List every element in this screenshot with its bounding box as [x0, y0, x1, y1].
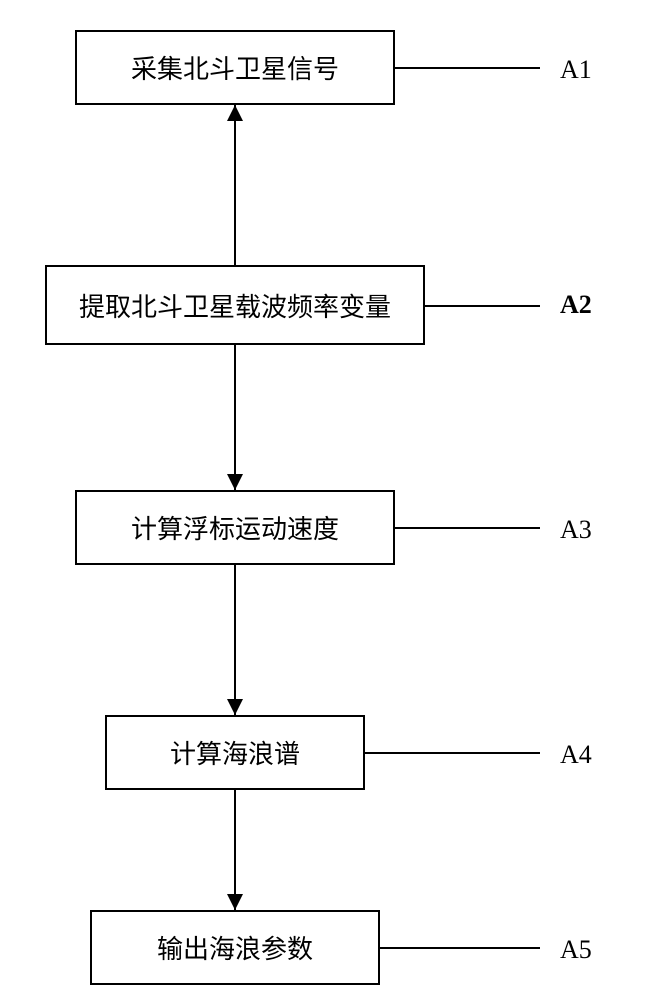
node-tag: A4: [560, 740, 592, 770]
node-A5: 输出海浪参数: [90, 910, 380, 985]
node-A1: 采集北斗卫星信号: [75, 30, 395, 105]
leader-line: [425, 305, 540, 307]
node-label: 采集北斗卫星信号: [131, 49, 339, 86]
node-label: 计算浮标运动速度: [131, 509, 339, 546]
node-tag: A5: [560, 935, 592, 965]
node-tag: A2: [560, 290, 592, 320]
node-label: 输出海浪参数: [157, 929, 313, 966]
node-label: 计算海浪谱: [170, 734, 300, 771]
leader-line: [365, 752, 540, 754]
leader-line: [380, 947, 540, 949]
edge-line: [234, 105, 236, 265]
leader-line: [395, 527, 540, 529]
arrowhead-icon: [227, 894, 243, 910]
arrowhead-icon: [227, 474, 243, 490]
edge-line: [234, 565, 236, 715]
node-A2: 提取北斗卫星载波频率变量: [45, 265, 425, 345]
arrowhead-icon: [227, 699, 243, 715]
arrowhead-icon: [227, 105, 243, 121]
node-A3: 计算浮标运动速度: [75, 490, 395, 565]
node-label: 提取北斗卫星载波频率变量: [79, 287, 391, 324]
node-tag: A3: [560, 515, 592, 545]
node-A4: 计算海浪谱: [105, 715, 365, 790]
node-tag: A1: [560, 55, 592, 85]
leader-line: [395, 67, 540, 69]
edge-line: [234, 345, 236, 490]
edge-line: [234, 790, 236, 910]
